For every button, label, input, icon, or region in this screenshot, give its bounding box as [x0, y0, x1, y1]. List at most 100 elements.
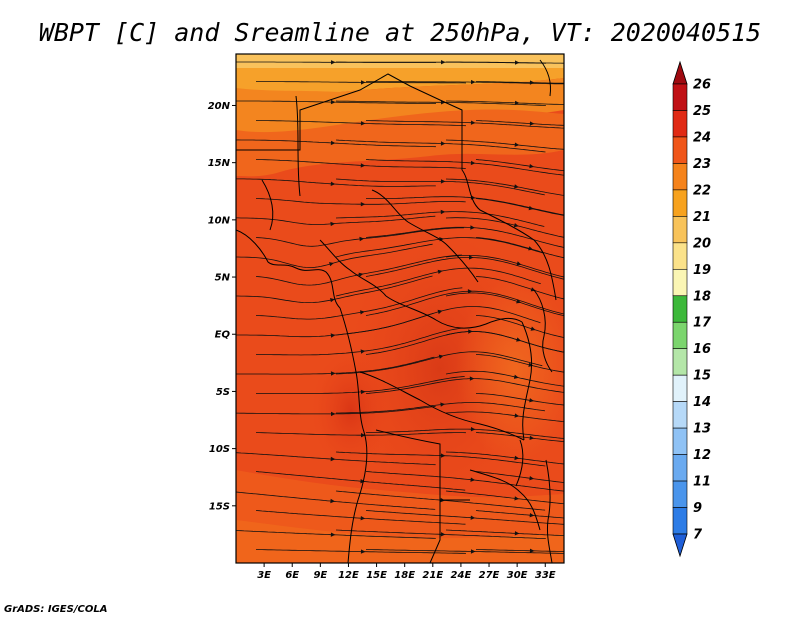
coastline-gulf-of-guinea	[236, 229, 341, 309]
streamline-arrow	[471, 79, 476, 85]
colorbar-swatch	[672, 321, 688, 350]
latitude-axis: 20N 15N 10N 5N EQ 5S 10S 15S	[208, 101, 236, 512]
streamline-arrow	[514, 496, 520, 501]
streamline-arrow	[360, 121, 366, 126]
streamline-arrow	[514, 142, 520, 147]
streamline	[236, 275, 433, 303]
colorbar-swatch	[672, 427, 688, 455]
longitude-axis: 3E 6E 9E 12E 15E 18E 21E 24E 27E 30E 33E	[257, 563, 556, 581]
lake-tanganyika	[515, 439, 524, 487]
colorbar-swatch	[672, 83, 688, 111]
streamline-arrow	[441, 60, 446, 65]
lat-label: 10N	[208, 215, 231, 226]
colorbar-swatch	[672, 268, 688, 297]
lon-label: 6E	[285, 570, 299, 581]
streamline-arrow	[470, 120, 476, 125]
colorbar-label: 21	[693, 210, 711, 225]
colorbar-label: 9	[693, 501, 702, 516]
colorbar-label: 22	[693, 183, 711, 198]
streamline-arrow	[470, 549, 476, 554]
colorbar-label: 14	[693, 395, 711, 410]
streamline-arrow	[529, 80, 535, 85]
streamline-arrow	[360, 163, 366, 168]
colorbar-swatch	[672, 110, 688, 138]
credit-text: GrADS: IGES/COLA	[4, 604, 107, 615]
streamline-arrow	[440, 179, 446, 184]
streamline-arrow	[516, 299, 522, 304]
streamline	[475, 276, 564, 300]
lat-label: 20N	[208, 101, 231, 112]
border-namibia	[429, 500, 441, 563]
colorbar-swatch	[672, 295, 688, 323]
streamline	[445, 292, 564, 317]
colorbar-swatch	[672, 507, 688, 535]
colorbar-label: 12	[693, 448, 711, 463]
streamline-arrow	[529, 398, 534, 403]
streamline	[236, 139, 436, 148]
streamline-arrow	[330, 99, 336, 105]
border-zambia	[469, 469, 541, 531]
coastline-red-sea	[539, 59, 551, 97]
lon-label: 9E	[313, 570, 327, 581]
lon-label: 30E	[507, 570, 528, 581]
lon-label: 18E	[394, 570, 415, 581]
lon-label: 27E	[479, 570, 500, 581]
streamline-arrow	[470, 225, 475, 230]
streamline-arrow	[514, 455, 520, 461]
streamline-arrow	[440, 402, 445, 407]
map-panel	[236, 54, 564, 563]
streamline	[335, 306, 541, 336]
streamline	[236, 243, 433, 268]
lat-label: 5S	[216, 387, 230, 398]
streamline-arrow	[529, 513, 535, 518]
streamline-arrow	[437, 269, 443, 274]
streamline	[335, 139, 546, 153]
streamline-arrow	[330, 371, 336, 376]
streamline	[255, 510, 466, 525]
colorbar-swatch	[672, 480, 688, 508]
colorbar-swatch	[672, 374, 688, 402]
colorbar-swatch	[672, 216, 688, 244]
border-angola	[375, 429, 470, 501]
streamline-arrow	[360, 349, 366, 354]
colorbar-swatch	[672, 348, 688, 376]
colorbar-bottom-triangle	[672, 533, 688, 558]
streamline-arrow	[360, 202, 366, 207]
streamline	[445, 178, 564, 196]
streamline	[335, 211, 545, 227]
streamline-arrow	[529, 164, 534, 169]
colorbar-label: 16	[693, 342, 711, 357]
streamline	[365, 196, 564, 216]
streamline	[475, 315, 564, 338]
colorbar-label: 11	[693, 475, 711, 490]
streamline	[475, 198, 564, 216]
streamline-arrow	[529, 548, 535, 553]
streamline-arrow	[529, 121, 535, 126]
border-sudan	[461, 169, 557, 301]
colorbar-label: 7	[693, 528, 703, 543]
streamline-arrow	[470, 477, 476, 482]
streamline-arrow	[440, 141, 446, 146]
streamline	[365, 290, 564, 316]
streamline	[365, 257, 564, 280]
streamline-arrow	[330, 221, 336, 227]
streamline-arrow	[514, 531, 520, 536]
streamline-arrow	[438, 354, 444, 359]
streamline	[335, 451, 546, 467]
colorbar-swatch	[672, 136, 688, 164]
border-nigeria-cameroon	[319, 239, 387, 297]
streamline-arrow	[514, 184, 519, 189]
colorbar-label: 23	[693, 157, 711, 172]
streamline-arrow	[358, 272, 364, 277]
streamline	[475, 471, 564, 484]
streamline	[475, 432, 564, 443]
chart-title: WBPT [C] and Sreamline at 250hPa, VT: 20…	[39, 18, 761, 47]
streamline-arrow	[330, 298, 335, 303]
streamline-arrow	[330, 333, 336, 338]
streamline-arrow	[330, 140, 336, 146]
streamline	[335, 178, 545, 196]
colorbar-label: 24	[693, 130, 711, 145]
colorbar-top-triangle	[672, 60, 688, 85]
streamline-arrow	[468, 329, 473, 334]
